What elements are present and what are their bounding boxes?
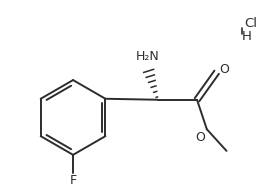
- Text: Cl: Cl: [244, 17, 257, 29]
- Text: O: O: [195, 131, 205, 144]
- Text: O: O: [219, 63, 230, 76]
- Text: H: H: [242, 30, 252, 43]
- Text: H₂N: H₂N: [136, 50, 160, 63]
- Text: F: F: [70, 174, 77, 187]
